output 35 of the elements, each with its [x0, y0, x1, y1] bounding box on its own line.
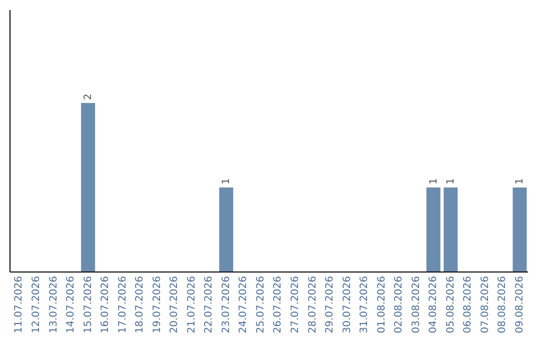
- x-tick-label: 28.07.2026: [307, 276, 318, 334]
- x-tick-label: 12.07.2026: [31, 276, 42, 334]
- x-tick-label: 08.08.2026: [497, 276, 508, 334]
- x-tick-label: 05.08.2026: [445, 276, 456, 334]
- x-tick-label: 27.07.2026: [290, 276, 301, 334]
- data-label: 1: [514, 178, 526, 184]
- x-tick-label: 23.07.2026: [220, 276, 232, 334]
- x-tick-label: 13.07.2026: [48, 276, 60, 334]
- x-tick-label: 29.07.2026: [324, 276, 336, 334]
- x-tick-label: 06.08.2026: [462, 276, 474, 334]
- x-tick-label: 21.07.2026: [186, 276, 198, 334]
- x-tick-label: 14.07.2026: [66, 276, 77, 334]
- x-tick-label: 09.08.2026: [514, 276, 526, 334]
- x-tick-label: 01.08.2026: [376, 276, 388, 334]
- x-tick-label: 30.07.2026: [342, 276, 353, 334]
- data-label: 2: [83, 94, 94, 100]
- data-label: 1: [221, 178, 232, 184]
- data-label: 1: [428, 178, 440, 184]
- x-tick-label: 24.07.2026: [238, 276, 250, 334]
- x-tick-label: 20.07.2026: [169, 276, 180, 334]
- x-tick-label: 17.07.2026: [117, 276, 128, 334]
- data-label: 1: [446, 178, 457, 184]
- x-tick-label: 19.07.2026: [152, 276, 163, 334]
- x-tick-label: 02.08.2026: [394, 276, 405, 334]
- x-tick-label: 25.07.2026: [255, 276, 266, 334]
- x-tick-label: 03.08.2026: [410, 276, 422, 334]
- x-tick-label: 15.07.2026: [82, 276, 94, 334]
- x-tick-label: 11.07.2026: [14, 276, 25, 334]
- x-tick-label: 18.07.2026: [134, 276, 146, 334]
- x-tick-label: 07.08.2026: [480, 276, 491, 334]
- x-tick-label: 26.07.2026: [272, 276, 284, 334]
- x-tick-label: 31.07.2026: [359, 276, 370, 334]
- x-tick-label: 22.07.2026: [204, 276, 215, 334]
- x-tick-label: 04.08.2026: [428, 276, 440, 334]
- x-tick-label: 16.07.2026: [100, 276, 112, 334]
